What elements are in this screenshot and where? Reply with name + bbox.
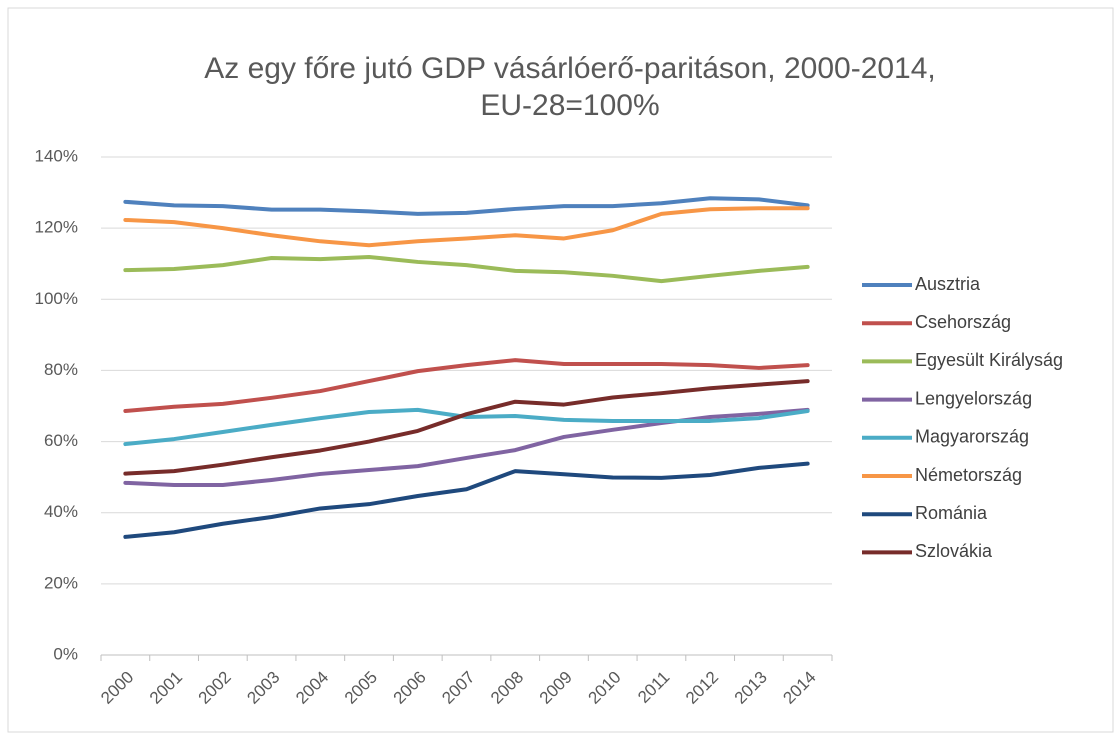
series-line xyxy=(123,196,810,216)
y-tick-label: 40% xyxy=(44,502,78,521)
legend-label: Csehország xyxy=(915,312,1011,332)
y-tick-label: 80% xyxy=(44,360,78,379)
y-tick-label: 120% xyxy=(35,218,78,237)
y-tick-label: 0% xyxy=(53,644,78,663)
legend-label: Ausztria xyxy=(915,274,981,294)
legend-label: Szlovákia xyxy=(915,541,993,561)
legend-label: Németország xyxy=(915,465,1022,485)
series-line xyxy=(123,206,810,248)
legend-label: Románia xyxy=(915,503,988,523)
y-tick-label: 140% xyxy=(35,146,78,165)
y-tick-label: 100% xyxy=(35,289,78,308)
chart-title: EU-28=100% xyxy=(480,89,659,122)
chart-title: Az egy főre jutó GDP vásárlóerő-paritáso… xyxy=(204,52,936,85)
y-tick-label: 20% xyxy=(44,573,78,592)
legend-label: Lengyelország xyxy=(915,388,1032,408)
legend-label: Egyesült Királyság xyxy=(915,350,1063,370)
series-line xyxy=(123,407,810,447)
series-line xyxy=(123,358,810,413)
y-tick-label: 60% xyxy=(44,431,78,450)
series-line xyxy=(123,461,810,539)
legend-label: Magyarország xyxy=(915,427,1029,447)
series-line xyxy=(123,254,810,284)
series-line xyxy=(123,379,810,476)
